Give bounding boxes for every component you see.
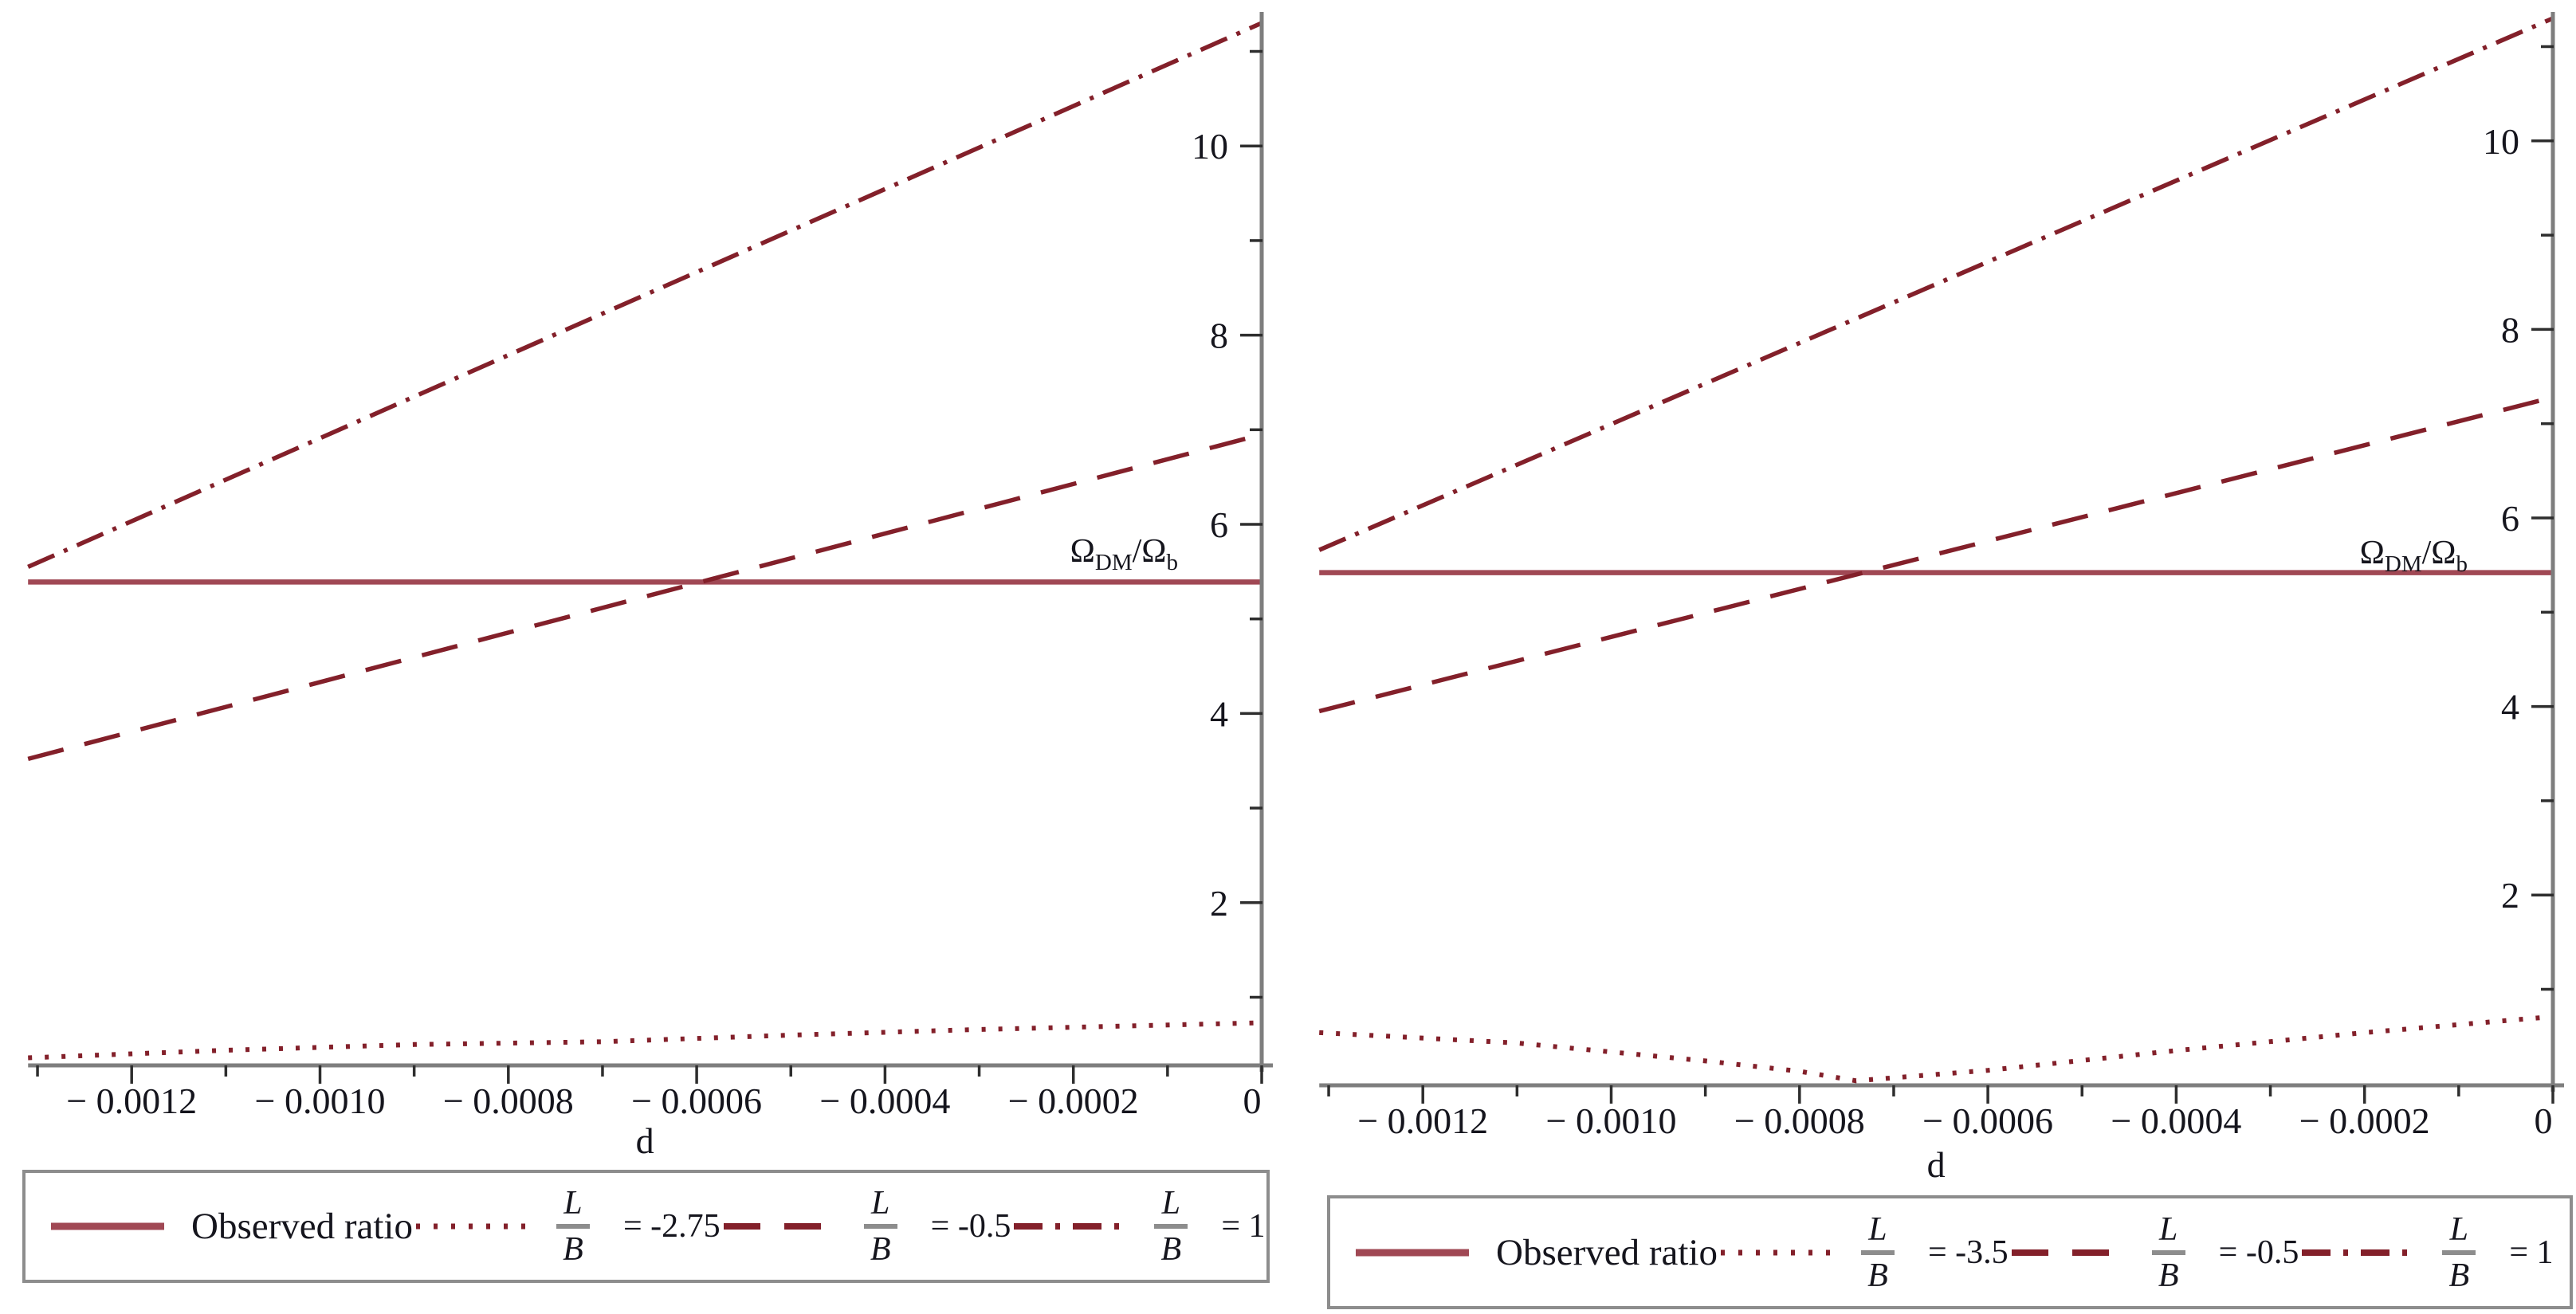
x-tick-label: − 0.0012 <box>1357 1100 1488 1141</box>
legend-item: L B = 1 <box>1011 1187 1266 1266</box>
fraction-bar <box>2151 1249 2185 1255</box>
legend-swatch-dashdot <box>1014 1223 1128 1230</box>
legend-swatch-dashed <box>2011 1249 2125 1256</box>
y-axis-title-part: / <box>2422 535 2432 571</box>
x-tick-label: − 0.0002 <box>1008 1081 1139 1121</box>
legend-item-label: Observed ratio <box>191 1206 413 1247</box>
y-axis-title-part: Ω <box>2431 535 2456 571</box>
legend-item: L B = -0.5 <box>721 1187 1011 1266</box>
chart-svg-right: − 0.0012 − 0.0010 − 0.0008 − 0.0006 − 0.0004… <box>1318 12 2564 1185</box>
fraction-bar <box>1860 1249 1895 1255</box>
legend-item: L B = -3.5 <box>1718 1213 2009 1292</box>
y-tick-label: 10 <box>1192 126 1228 167</box>
x-tick-label: − 0.0002 <box>2299 1100 2430 1141</box>
x-tick-label: − 0.0004 <box>819 1081 950 1121</box>
legend-swatch-solid <box>1356 1249 1469 1256</box>
y-tick-label: 2 <box>1210 883 1228 924</box>
y-axis-title: ΩDM/Ωb <box>2360 535 2468 577</box>
y-axis-title-part: DM <box>1095 550 1133 575</box>
legend-swatch-dotted <box>415 1223 529 1230</box>
legend-swatch-dashed <box>723 1223 837 1230</box>
fraction-denominator: B <box>870 1231 891 1268</box>
y-axis-title-part: / <box>1133 533 1142 570</box>
fraction-denominator: B <box>563 1231 583 1268</box>
y-tick-label: 6 <box>1210 504 1228 545</box>
x-tick-label: − 0.0008 <box>443 1081 574 1121</box>
y-axis-title: ΩDM/Ωb <box>1070 533 1178 575</box>
fraction-numerator: L <box>870 1185 890 1222</box>
legend-item: L B = -0.5 <box>2009 1213 2299 1292</box>
legend-swatch-dotted <box>1720 1249 1834 1255</box>
fraction-bar <box>1154 1224 1188 1229</box>
x-tick-label: − 0.0004 <box>2111 1100 2241 1141</box>
legend-item: Observed ratio <box>48 1205 413 1248</box>
legend-item-value: = -0.5 <box>2218 1234 2299 1271</box>
fraction-numerator: L <box>2158 1210 2178 1248</box>
fraction-denominator: B <box>1160 1231 1182 1268</box>
fraction-numerator: L <box>2449 1210 2469 1248</box>
fraction-numerator: L <box>1161 1185 1181 1222</box>
legend-item-value: = 1 <box>1221 1208 1266 1245</box>
plot-panel-right: − 0.0012 − 0.0010 − 0.0008 − 0.0006 − 0.0004… <box>1288 0 2576 1314</box>
legend-item-value: = -2.75 <box>622 1208 721 1245</box>
legend-item-value: = -3.5 <box>1927 1234 2009 1271</box>
legend-swatch-solid <box>51 1222 164 1230</box>
y-axis-title-part: b <box>1167 550 1179 575</box>
series-dotted-line <box>1319 1014 2554 1084</box>
legend-box: Observed ratio L B = -3.5 L B = -0.5 L B = 1 <box>1327 1195 2573 1309</box>
fraction-numerator: L <box>1868 1210 1887 1248</box>
legend-swatch-dashdot <box>2302 1249 2416 1256</box>
y-tick-label: 8 <box>1210 316 1228 356</box>
x-tick-label: − 0.0010 <box>1546 1100 1677 1141</box>
x-tick-label: 0 <box>1243 1081 1262 1121</box>
series-dashdot-line <box>1318 16 2554 552</box>
legend-box: Observed ratio L B = -2.75 L B = -0.5 L B = 1 <box>22 1170 1270 1283</box>
y-tick-label: 8 <box>2501 309 2519 350</box>
legend-item: Observed ratio <box>1353 1231 1718 1274</box>
x-tick-label: − 0.0010 <box>255 1081 386 1121</box>
y-axis-title-part: Ω <box>2360 535 2385 571</box>
fraction-denominator: B <box>1867 1257 1888 1294</box>
y-tick-label: 10 <box>2483 121 2519 162</box>
legend-item: L B = -2.75 <box>413 1187 721 1266</box>
x-tick-label: − 0.0006 <box>631 1081 762 1121</box>
fraction-bar <box>863 1224 897 1229</box>
legend-item-label: Observed ratio <box>1496 1231 1718 1273</box>
x-axis-title: d <box>1927 1144 1946 1185</box>
y-tick-label: 4 <box>1210 693 1228 734</box>
plot-panel-left: − 0.0012 − 0.0010 − 0.0008 − 0.0006 − 0.0004… <box>22 12 1273 1283</box>
fraction-bar <box>2442 1249 2476 1255</box>
y-axis-title-part: DM <box>2385 551 2422 577</box>
chart-svg-left: − 0.0012 − 0.0010 − 0.0008 − 0.0006 − 0.0004… <box>27 12 1273 1161</box>
x-tick-label: − 0.0006 <box>1922 1100 2053 1141</box>
fraction-denominator: B <box>2158 1257 2179 1294</box>
x-tick-label: 0 <box>2535 1100 2553 1141</box>
series-dashed-line <box>27 432 1262 762</box>
fraction-denominator: B <box>2448 1257 2470 1294</box>
y-axis-title-part: b <box>2456 551 2468 577</box>
y-tick-label: 6 <box>2501 498 2519 539</box>
y-axis-title-part: Ω <box>1141 533 1166 570</box>
x-axis-title: d <box>636 1120 654 1161</box>
series-dashed-line <box>1318 394 2554 714</box>
series-dotted-line <box>28 1020 1262 1061</box>
legend-item: L B = 1 <box>2299 1213 2554 1292</box>
legend-item-value: = -0.5 <box>930 1208 1011 1245</box>
y-tick-label: 4 <box>2501 687 2519 728</box>
legend-item-value: = 1 <box>2509 1234 2554 1271</box>
y-axis-title-part: Ω <box>1070 533 1095 570</box>
y-tick-label: 2 <box>2501 875 2519 916</box>
series-dashdot-line <box>27 21 1263 569</box>
fraction-bar <box>556 1224 590 1229</box>
x-tick-label: − 0.0008 <box>1734 1100 1865 1141</box>
x-tick-label: − 0.0012 <box>66 1081 197 1121</box>
fraction-numerator: L <box>564 1185 583 1222</box>
